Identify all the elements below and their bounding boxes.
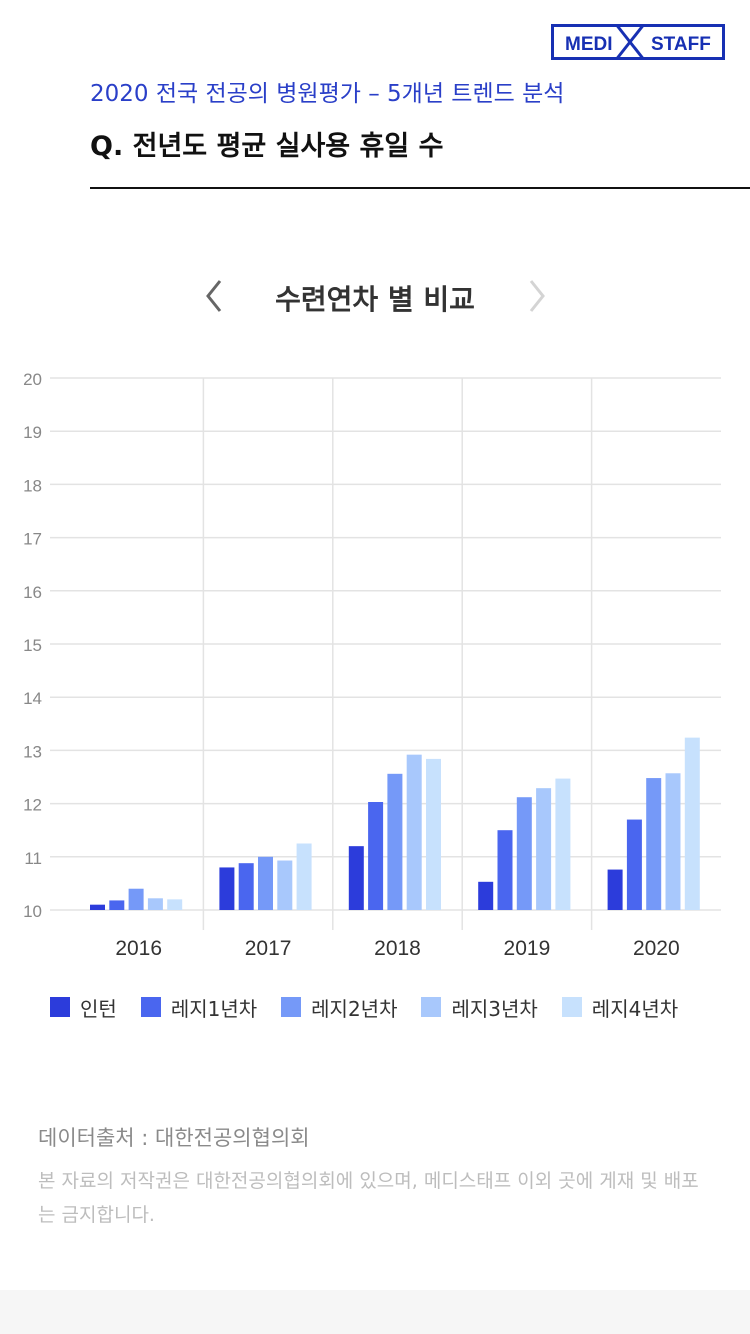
y-tick-label: 16	[23, 583, 42, 602]
chevron-right-icon[interactable]	[515, 276, 555, 316]
bar-2016-1	[109, 900, 125, 910]
bar-2018-1	[368, 802, 384, 910]
chart-navigation: 수련연차 별 비교	[0, 270, 750, 326]
bar-2020-3	[665, 773, 681, 910]
bar-2020-1	[626, 819, 642, 910]
y-tick-label: 13	[23, 742, 42, 761]
legend-swatch	[50, 997, 70, 1017]
legend-item: 레지3년차	[421, 993, 538, 1022]
bar-2019-0	[478, 881, 494, 910]
report-subtitle: 2020 전국 전공의 병원평가 – 5개년 트렌드 분석	[90, 81, 565, 107]
chart-title: 수련연차 별 비교	[275, 283, 475, 316]
y-tick-label: 17	[23, 530, 42, 549]
bar-2017-1	[238, 863, 254, 910]
x-tick-label: 2020	[633, 937, 680, 960]
y-tick-label: 18	[23, 476, 42, 495]
legend-label: 레지1년차	[170, 996, 258, 1021]
bar-2020-0	[607, 869, 623, 910]
bar-2016-3	[147, 898, 163, 910]
medistaff-logo: MEDI STAFF	[551, 24, 725, 60]
bar-2019-4	[555, 778, 571, 910]
bar-2016-4	[167, 899, 183, 910]
x-tick-label: 2017	[245, 937, 292, 960]
page-footer	[0, 1290, 750, 1334]
legend-label: 레지4년차	[591, 996, 679, 1021]
x-tick-label: 2016	[115, 937, 162, 960]
legend-item: 레지4년차	[561, 993, 679, 1022]
bar-2016-0	[90, 904, 105, 910]
bar-2019-2	[516, 797, 532, 910]
chevron-left-icon[interactable]	[196, 276, 236, 316]
data-source: 데이터출처 : 대한전공의협의회	[38, 1126, 310, 1150]
bar-2018-3	[406, 754, 422, 910]
legend-swatch	[281, 997, 302, 1017]
y-tick-label: 20	[23, 370, 42, 389]
title-divider	[90, 187, 750, 189]
y-tick-label: 14	[23, 689, 42, 708]
copyright-notice: 본 자료의 저작권은 대한전공의협의회에 있으며, 메디스태프 이외 곳에 게재…	[38, 1170, 699, 1226]
legend-swatch	[140, 997, 161, 1017]
y-tick-label: 11	[24, 849, 42, 868]
bar-2019-3	[536, 788, 552, 910]
legend-swatch	[561, 997, 582, 1017]
x-tick-label: 2019	[504, 937, 551, 960]
bar-2017-2	[258, 856, 273, 910]
y-tick-label: 10	[23, 902, 42, 921]
bar-2019-1	[497, 830, 513, 910]
y-tick-label: 12	[23, 796, 42, 815]
legend-label: 레지3년차	[451, 996, 538, 1021]
legend-label: 레지2년차	[311, 996, 398, 1021]
legend-item: 인턴	[50, 993, 117, 1022]
bar-2017-4	[296, 843, 312, 910]
bar-2018-2	[387, 773, 403, 910]
legend-item: 레지2년차	[281, 993, 397, 1022]
bar-2017-0	[219, 867, 235, 910]
bar-2016-2	[128, 888, 144, 910]
bar-2020-4	[684, 737, 700, 910]
page-title: Q. 전년도 평균 실사용 휴일 수	[90, 131, 444, 162]
legend-label: 인턴	[80, 996, 117, 1021]
logo-text-medi: MEDI	[565, 34, 613, 55]
bar-2018-4	[426, 758, 441, 910]
logo-text-staff: STAFF	[651, 34, 711, 55]
bar-2018-0	[348, 846, 364, 910]
chart-legend: 인턴 레지1년차 레지2년차 레지3년차 레지4년차	[50, 990, 702, 1024]
x-tick-label: 2018	[374, 937, 421, 960]
y-tick-label: 19	[23, 423, 42, 442]
legend-item: 레지1년차	[140, 993, 258, 1022]
y-tick-label: 15	[23, 636, 42, 655]
legend-swatch	[421, 997, 442, 1017]
bar-chart: 10 11 12 13 14 15 16 17 18 19 20 2016 2017 2018 2019 20…	[23, 370, 721, 960]
bar-2017-3	[277, 860, 293, 910]
bar-2020-2	[646, 778, 662, 910]
